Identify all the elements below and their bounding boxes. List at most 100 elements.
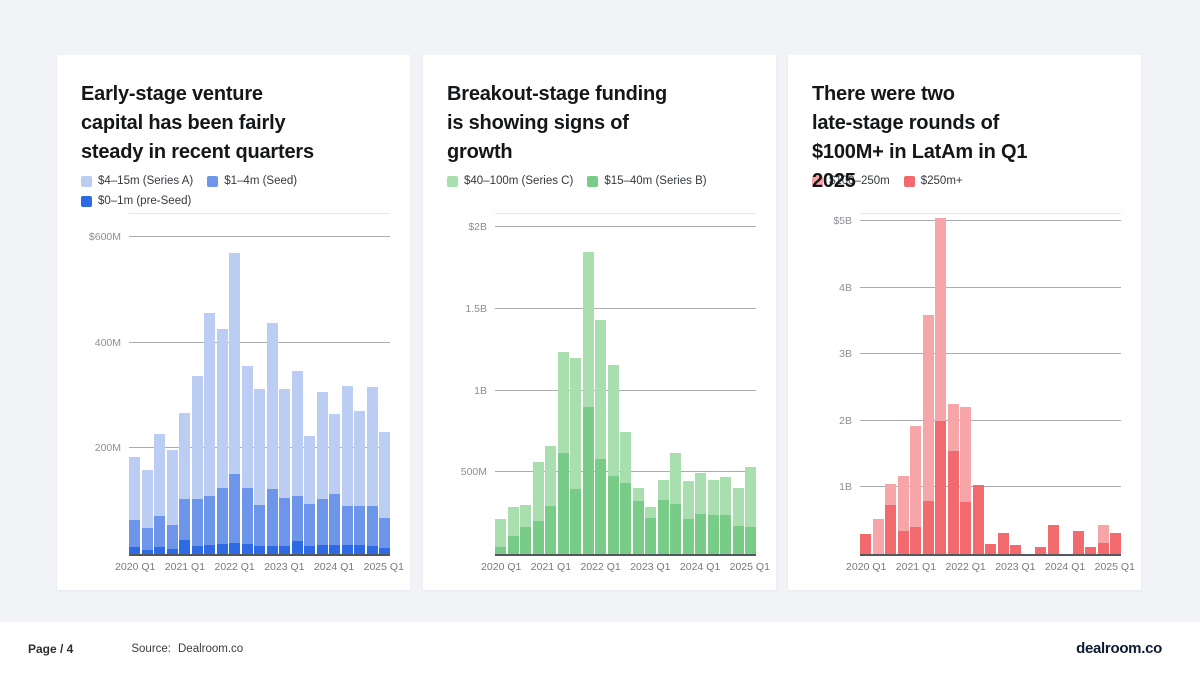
bar-segment	[166, 450, 178, 525]
chart-legend: $100–250m $250m+	[812, 173, 1120, 189]
stacked-bar	[645, 507, 656, 554]
bar-segment	[229, 253, 240, 474]
bar-segment	[570, 489, 581, 554]
legend-item: $0–1m (pre-Seed)	[81, 193, 191, 209]
bars-layer	[129, 213, 390, 554]
bar-segment	[291, 371, 303, 496]
x-axis-tick-label: 2025 Q1	[1094, 561, 1135, 573]
late-stage-chart: $5B 4B 3B 2B 1B 2020 Q1 2021 Q1 2022 Q1 2023 Q1…	[812, 213, 1135, 574]
y-axis-tick-label: 200M	[94, 442, 121, 455]
stacked-bar	[229, 253, 240, 554]
bar-segment	[266, 546, 278, 554]
bar-segment	[545, 446, 556, 506]
x-axis-tick-label: 2021 Q1	[895, 561, 937, 573]
stacked-bar	[1047, 525, 1059, 554]
y-axis-tick-label: 1.5B	[465, 303, 487, 315]
bar-segment	[595, 320, 606, 459]
stacked-bar	[141, 470, 153, 554]
x-axis-tick-label: 2022 Q1	[580, 561, 621, 573]
stacked-bar	[947, 404, 959, 554]
gridline	[860, 353, 1121, 355]
bar-segment	[179, 413, 190, 499]
stacked-bar	[204, 313, 215, 554]
bar-segment	[935, 421, 946, 554]
bar-segment	[620, 432, 631, 483]
stacked-bar	[885, 484, 896, 554]
stacked-bar	[179, 413, 190, 554]
source-note: Source: Dealroom.co	[131, 643, 243, 655]
x-axis-tick-label: 2022 Q1	[214, 561, 255, 573]
bar-segment	[204, 545, 215, 554]
gridline	[860, 486, 1121, 488]
stacked-bar	[620, 432, 631, 554]
legend-item: $15–40m (Series B)	[587, 173, 707, 189]
bar-segment	[657, 480, 669, 500]
legend-swatch	[447, 175, 458, 187]
stacked-bar	[154, 434, 165, 554]
x-axis-tick-label: 2023 Q1	[630, 561, 671, 573]
bar-segment	[129, 547, 140, 554]
bar-segment	[329, 545, 340, 554]
bar-segment	[141, 528, 153, 550]
bar-segment	[582, 252, 594, 407]
legend-label: $250m+	[920, 175, 963, 187]
bar-segment	[204, 496, 215, 545]
bar-segment	[872, 519, 884, 554]
stacked-bar	[366, 387, 378, 554]
bar-segment	[129, 520, 140, 547]
stacked-bar	[532, 462, 544, 554]
bar-segment	[141, 550, 153, 554]
bar-segment	[254, 389, 265, 505]
legend-swatch	[587, 175, 599, 187]
stacked-bar	[872, 519, 884, 554]
bar-segment	[960, 502, 971, 554]
stacked-bar	[129, 457, 140, 554]
gridline	[860, 220, 1121, 221]
bar-segment	[354, 545, 365, 554]
x-axis-tick-label: 2023 Q1	[995, 561, 1036, 573]
bar-segment	[972, 485, 984, 554]
bar-segment	[316, 499, 328, 545]
legend-swatch	[81, 175, 92, 187]
x-axis-tick-label: 2021 Q1	[530, 561, 572, 573]
bar-segment	[216, 544, 228, 554]
bar-segment	[607, 476, 619, 554]
bar-segment	[732, 488, 744, 526]
stacked-bar	[1010, 545, 1021, 554]
stacked-bar	[910, 426, 921, 554]
bar-segment	[897, 476, 909, 531]
gridline	[860, 419, 1121, 421]
stacked-bar	[607, 365, 619, 554]
stacked-bar	[922, 315, 934, 554]
plot-area: $600M 400M 200M	[89, 213, 390, 556]
bar-segment	[166, 525, 178, 549]
bar-segment	[670, 504, 681, 554]
bar-segment	[620, 483, 631, 554]
bar-segment	[545, 506, 556, 554]
legend-label: $15–40m (Series B)	[604, 175, 707, 187]
legend-label: $1–4m (Seed)	[224, 175, 298, 187]
bar-segment	[1010, 545, 1021, 554]
stacked-bar	[191, 376, 203, 554]
bar-segment	[632, 488, 644, 501]
stacked-bar	[682, 481, 694, 554]
legend-label: $4–15m (Series A)	[98, 175, 194, 187]
bar-segment	[316, 545, 328, 554]
bar-segment	[885, 484, 896, 505]
late-stage-chart-card: There were two late-stage rounds of $100…	[788, 55, 1141, 590]
stacked-bar	[997, 533, 1009, 554]
bar-segment	[520, 527, 531, 554]
stacked-bar	[632, 488, 644, 554]
bar-segment	[670, 453, 681, 504]
y-axis-tick-label: $2B	[468, 221, 487, 234]
stacked-bar	[545, 446, 556, 554]
stacked-bar	[732, 488, 744, 554]
bar-segment	[532, 521, 544, 554]
legend-item: $250m+	[903, 173, 963, 189]
bar-segment	[947, 451, 959, 554]
gridline	[129, 341, 390, 343]
bar-segment	[910, 527, 921, 554]
x-axis-tick-label: 2024 Q1	[679, 561, 721, 573]
bar-segment	[935, 218, 946, 421]
x-axis-labels: 2020 Q1 2021 Q1 2022 Q1 2023 Q1 2024 Q1 2025 …	[846, 556, 1135, 574]
